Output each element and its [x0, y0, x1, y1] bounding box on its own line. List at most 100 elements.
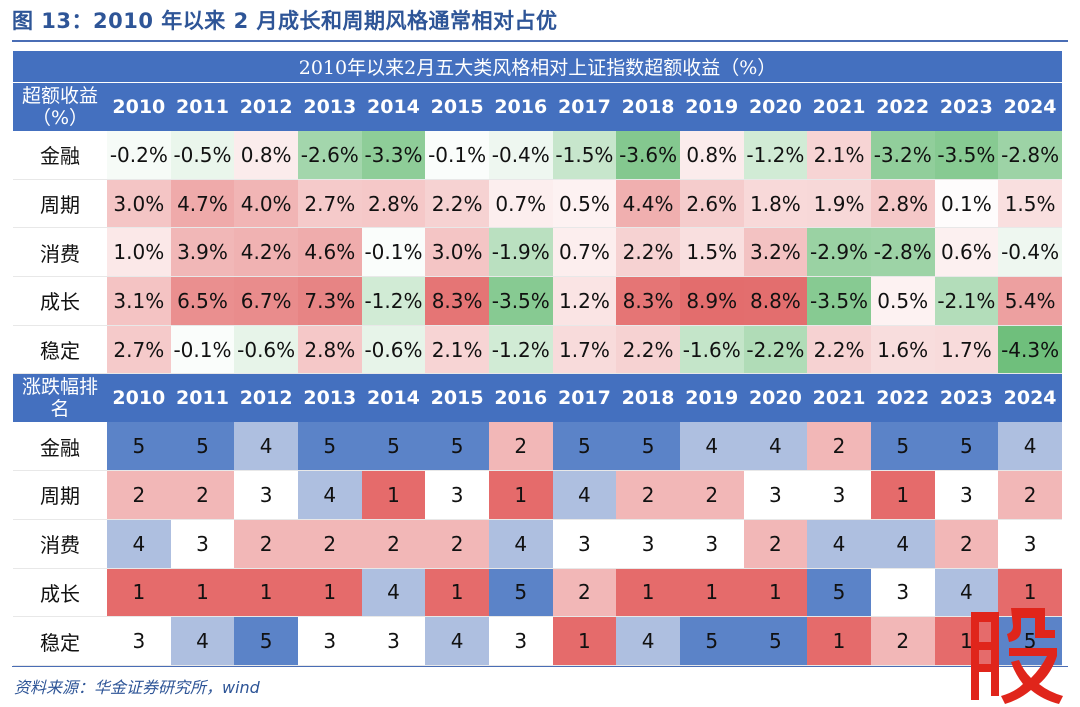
- excess-cell: 2.8%: [870, 179, 935, 229]
- excess-cell: -0.5%: [170, 131, 235, 180]
- rank-cell: 3: [425, 470, 489, 520]
- style-label: 消费: [13, 227, 107, 278]
- excess-cell: -3.5%: [807, 276, 871, 326]
- year-header: 2011: [170, 82, 235, 131]
- excess-cell: 2.7%: [297, 179, 362, 229]
- style-label: 金融: [13, 131, 107, 180]
- rank-cell: 2: [361, 519, 426, 569]
- rank-cell: 5: [361, 422, 426, 472]
- rank-row: 周期 2 2 3 4 1 3 1 4 2 2 3 3 1 3 2: [13, 470, 1062, 520]
- excess-cell: -0.4%: [998, 227, 1062, 278]
- year-header: 2015: [425, 373, 489, 423]
- rank-header-row-label: 涨跌幅排名: [13, 373, 107, 423]
- excess-cell: 1.7%: [552, 325, 617, 375]
- excess-cell: 2.2%: [425, 179, 489, 229]
- excess-cell: 0.8%: [234, 131, 298, 180]
- rank-cell: 5: [488, 568, 553, 618]
- year-header: 2017: [552, 373, 617, 423]
- excess-row: 消费 1.0% 3.9% 4.2% 4.6% -0.1% 3.0% -1.9% 0.7% 2.2%…: [13, 227, 1062, 278]
- rank-cell: 1: [297, 568, 362, 618]
- excess-cell: -0.2%: [107, 131, 171, 180]
- excess-cell: 3.1%: [107, 276, 171, 326]
- rank-cell: 5: [425, 422, 489, 472]
- excess-cell: 7.3%: [297, 276, 362, 326]
- year-header: 2010: [107, 373, 171, 423]
- excess-cell: 0.8%: [679, 131, 744, 180]
- style-excess-table: 2010年以来2月五大类风格相对上证指数超额收益（%） 超额收益（%） 2010 2…: [13, 51, 1062, 666]
- style-label: 稳定: [13, 616, 107, 666]
- rank-cell: 2: [807, 422, 871, 472]
- rank-cell: 1: [107, 568, 171, 618]
- year-header: 2020: [743, 373, 808, 423]
- excess-cell: 1.6%: [870, 325, 935, 375]
- rank-cell: 5: [616, 422, 680, 472]
- excess-cell: 2.8%: [297, 325, 362, 375]
- rank-cell: 2: [488, 422, 553, 472]
- year-header: 2012: [234, 82, 298, 131]
- excess-cell: -2.1%: [934, 276, 999, 326]
- rank-cell: 2: [743, 519, 808, 569]
- excess-cell: 2.2%: [616, 227, 680, 278]
- rank-cell: 4: [934, 568, 999, 618]
- year-header: 2018: [616, 373, 680, 423]
- rank-cell: 5: [743, 616, 808, 666]
- excess-cell: 3.2%: [743, 227, 808, 278]
- rank-cell: 3: [807, 470, 871, 520]
- year-header: 2016: [488, 373, 553, 423]
- excess-cell: 8.3%: [425, 276, 489, 326]
- rank-cell: 1: [234, 568, 298, 618]
- rank-cell: 1: [870, 470, 935, 520]
- excess-cell: 0.6%: [934, 227, 999, 278]
- rank-cell: 4: [297, 470, 362, 520]
- year-header: 2011: [170, 373, 235, 423]
- excess-cell: 1.5%: [679, 227, 744, 278]
- year-header: 2017: [552, 82, 617, 131]
- rank-cell: 4: [679, 422, 744, 472]
- rank-cell: 3: [934, 470, 999, 520]
- excess-cell: -2.8%: [870, 227, 935, 278]
- excess-cell: 0.7%: [488, 179, 553, 229]
- rank-row: 稳定 3 4 5 3 3 4 3 1 4 5 5 1 2 1 5: [13, 616, 1062, 666]
- year-header: 2024: [998, 82, 1062, 131]
- rank-cell: 4: [998, 422, 1062, 472]
- excess-cell: 3.9%: [170, 227, 235, 278]
- excess-cell: -2.8%: [998, 131, 1062, 180]
- title-divider: [12, 40, 1068, 42]
- excess-cell: 8.9%: [679, 276, 744, 326]
- rank-cell: 4: [170, 616, 235, 666]
- excess-cell: 1.8%: [743, 179, 808, 229]
- excess-cell: 2.6%: [679, 179, 744, 229]
- excess-header-row-label: 超额收益（%）: [13, 82, 107, 131]
- rank-cell: 5: [934, 422, 999, 472]
- rank-cell: 5: [107, 422, 171, 472]
- rank-cell: 4: [552, 470, 617, 520]
- style-label: 金融: [13, 422, 107, 472]
- rank-cell: 1: [807, 616, 871, 666]
- rank-cell: 3: [234, 470, 298, 520]
- excess-cell: -3.3%: [361, 131, 426, 180]
- excess-cell: -3.6%: [616, 131, 680, 180]
- rank-cell: 1: [361, 470, 426, 520]
- year-header: 2020: [743, 82, 808, 131]
- rank-cell: 1: [616, 568, 680, 618]
- excess-cell: -0.1%: [170, 325, 235, 375]
- rank-cell: 2: [170, 470, 235, 520]
- rank-cell: 3: [998, 519, 1062, 569]
- rank-row: 消费 4 3 2 2 2 2 4 3 3 3 2 4 4 2 3: [13, 519, 1062, 569]
- style-label: 成长: [13, 276, 107, 326]
- rank-cell: 1: [552, 616, 617, 666]
- bottom-divider: [12, 666, 1068, 667]
- excess-cell: -1.2%: [743, 131, 808, 180]
- year-header: 2023: [934, 373, 999, 423]
- excess-cell: -1.2%: [361, 276, 426, 326]
- rank-cell: 1: [488, 470, 553, 520]
- excess-cell: 8.8%: [743, 276, 808, 326]
- excess-cell: 4.7%: [170, 179, 235, 229]
- rank-cell: 5: [170, 422, 235, 472]
- excess-cell: 0.5%: [552, 179, 617, 229]
- rank-row: 金融 5 5 4 5 5 5 2 5 5 4 4 2 5 5 4: [13, 422, 1062, 472]
- rank-cell: 4: [488, 519, 553, 569]
- excess-cell: -0.6%: [234, 325, 298, 375]
- rank-cell: 3: [679, 519, 744, 569]
- rank-cell: 2: [870, 616, 935, 666]
